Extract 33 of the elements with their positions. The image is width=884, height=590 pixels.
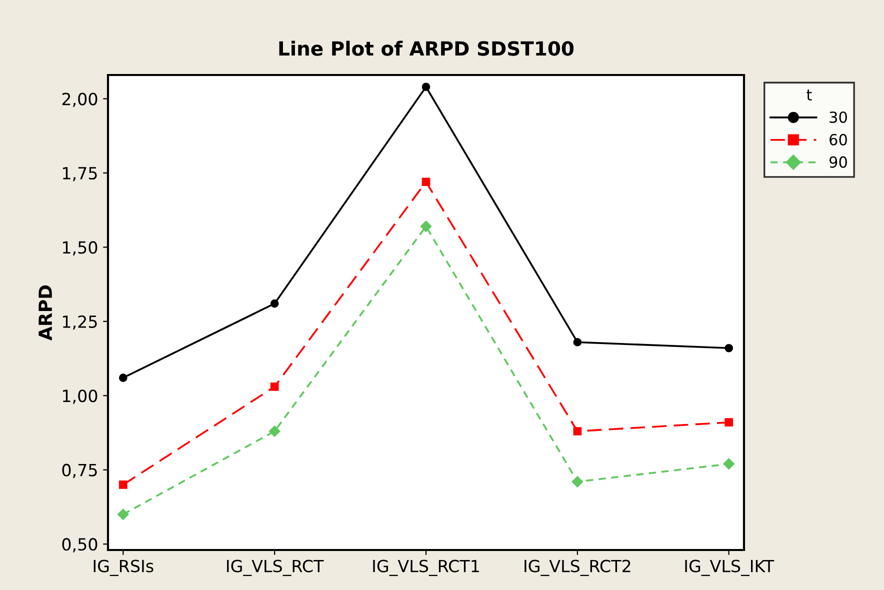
x-tick-label: IG_VLS_RCT1	[373, 560, 479, 576]
legend-label: 60	[830, 134, 847, 146]
legend-title: t	[806, 90, 812, 100]
legend-label: 30	[830, 111, 847, 123]
x-tick-label: IG_VLS_RCT2	[524, 560, 630, 576]
y-tick-label: 1,50	[63, 241, 98, 256]
y-tick-label: 1,00	[63, 390, 98, 404]
point	[270, 299, 279, 308]
y-tick-label: 1,25	[63, 315, 97, 330]
y-tick-label: 1,75	[63, 167, 97, 182]
chart-title: Line Plot of ARPD SDST100	[279, 40, 574, 56]
point	[572, 476, 584, 488]
point	[723, 458, 734, 470]
y-tick-label: 0,50	[62, 538, 98, 552]
y-tick-label: 2,00	[62, 92, 98, 108]
point	[118, 374, 128, 382]
point	[724, 418, 734, 427]
x-tick-label: IG_RSIs	[94, 560, 154, 576]
y-axis-title: ARPD	[38, 285, 52, 340]
point	[724, 344, 734, 352]
point	[118, 508, 129, 520]
x-tick-label: IG_VLS_RCT	[227, 560, 324, 576]
point	[573, 338, 582, 346]
legend-label: 90	[829, 156, 847, 168]
point	[118, 480, 128, 489]
point	[270, 382, 279, 391]
point	[420, 220, 432, 232]
point	[573, 427, 582, 436]
x-tick-label: IG_VLS_IKT	[685, 560, 774, 576]
y-tick-label: 0,75	[62, 464, 97, 478]
point	[422, 82, 430, 92]
point	[268, 426, 280, 437]
point	[422, 178, 430, 186]
